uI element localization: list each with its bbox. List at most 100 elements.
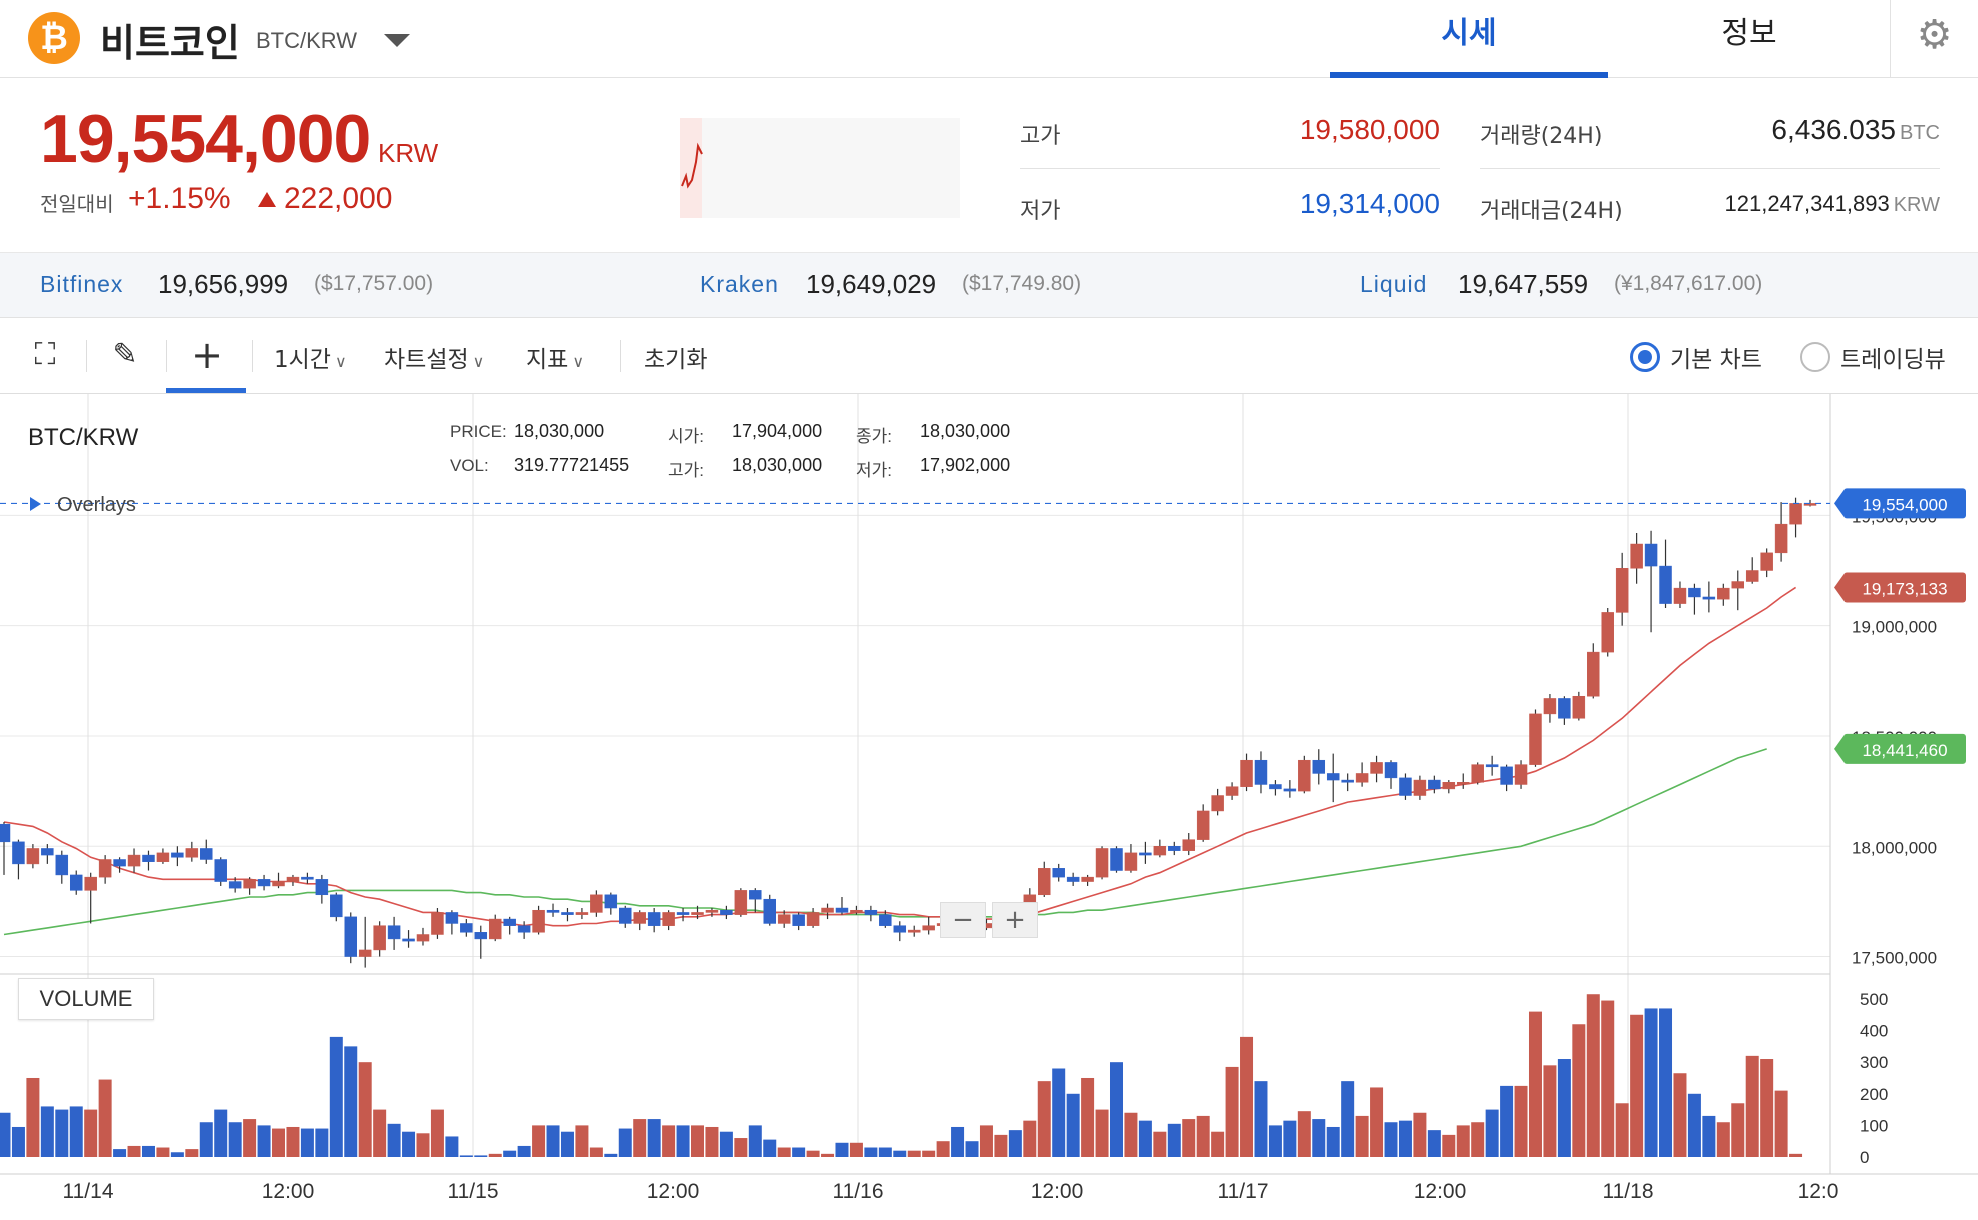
chevron-down-icon[interactable] <box>384 34 410 47</box>
volume-bar <box>1500 1085 1514 1157</box>
exchange-price: 19,647,559 <box>1458 269 1589 299</box>
interval-dropdown[interactable]: 1시간 ∨ <box>274 347 347 373</box>
volume-bar <box>185 1149 199 1157</box>
y-axis-tick-label: 19,000,000 <box>1852 618 1937 637</box>
volume-bar <box>315 1128 329 1157</box>
candle-body <box>84 876 97 891</box>
tradingview-label[interactable]: 트레이딩뷰 <box>1840 347 1946 373</box>
volume-bar <box>1731 1103 1745 1157</box>
volume-bar <box>589 1147 603 1157</box>
volume-bar <box>1659 1008 1673 1157</box>
x-axis-tick-label: 11/16 <box>833 1180 884 1203</box>
x-axis-tick-label: 12:00 <box>1414 1180 1467 1203</box>
volume-bar <box>849 1142 863 1157</box>
volume-bar <box>69 1106 83 1157</box>
basic-chart-label[interactable]: 기본 차트 <box>1670 347 1762 373</box>
reset-button[interactable]: 초기화 <box>644 347 708 373</box>
indicators-dropdown[interactable]: 지표 ∨ <box>526 347 585 373</box>
volume-bar <box>1370 1087 1384 1157</box>
candle-body <box>127 854 141 867</box>
volume-bar <box>1601 1000 1615 1157</box>
zoom-out-button[interactable]: − <box>940 902 986 938</box>
candle-body <box>1456 782 1470 785</box>
volume-bar <box>893 1150 907 1157</box>
volume-bar <box>1760 1059 1774 1157</box>
x-axis-tick-label: 11/15 <box>448 1180 499 1203</box>
candle-body <box>1760 552 1773 571</box>
candle-body <box>907 929 921 933</box>
gear-icon[interactable]: ⚙ <box>1890 0 1978 78</box>
candle-body <box>113 859 126 867</box>
candle-body <box>1038 868 1051 896</box>
volume-bar <box>329 1036 343 1157</box>
exchange-name[interactable]: Kraken <box>700 271 779 297</box>
candle-body <box>1052 868 1065 878</box>
volume-bar <box>1702 1115 1716 1157</box>
chart-pair-label: BTC/KRW <box>28 424 139 451</box>
candle-body <box>41 848 54 856</box>
top-header: ₿ 비트코인 BTC/KRW 시세 정보 ⚙ <box>0 0 1978 78</box>
volume-bar <box>821 1153 835 1157</box>
candle-body <box>1717 587 1730 600</box>
volume-bar <box>1254 1081 1268 1157</box>
chart-settings-dropdown[interactable]: 차트설정 ∨ <box>384 347 485 373</box>
volume-bar <box>214 1109 228 1157</box>
volume-bar <box>228 1122 242 1157</box>
exchange-bar: Bitfinex 19,656,999 ($17,757.00) Kraken … <box>0 252 1978 318</box>
volume-bar <box>286 1126 300 1157</box>
candle-body <box>1673 587 1687 604</box>
pencil-icon[interactable]: ✎ <box>112 337 138 372</box>
candle-body <box>55 854 69 876</box>
volume-bar <box>1081 1077 1095 1157</box>
crosshair-icon[interactable]: + <box>191 333 223 377</box>
price-chart[interactable]: 17,500,00018,000,00018,500,00019,000,000… <box>0 394 1978 1220</box>
volume-bar <box>1297 1111 1311 1157</box>
volume-bar <box>878 1147 892 1157</box>
candle-body <box>156 852 170 862</box>
change-percent: +1.15% <box>128 182 231 215</box>
candle-body <box>1153 846 1167 856</box>
candle-body <box>373 925 386 951</box>
candle-body <box>98 859 112 878</box>
candle-body <box>749 890 762 900</box>
volume-bar <box>26 1077 40 1157</box>
tab-price[interactable]: 시세 <box>1330 0 1608 78</box>
exchange-name[interactable]: Liquid <box>1360 271 1428 297</box>
candle-body <box>835 907 849 913</box>
candle-body <box>402 938 415 942</box>
high-value: 19,580,000 <box>1299 114 1440 145</box>
tradingview-radio[interactable] <box>1800 342 1830 372</box>
volume-bar <box>676 1125 690 1157</box>
fullscreen-icon[interactable]: ⛶ <box>34 337 56 372</box>
volume-bar <box>199 1122 213 1157</box>
volume-bar <box>1268 1125 1282 1157</box>
candle-body <box>1370 762 1383 774</box>
x-axis-tick-label: 11/14 <box>63 1180 114 1203</box>
overlays-toggle[interactable]: Overlays <box>30 494 136 517</box>
volume-bar <box>445 1136 459 1157</box>
volume-bar <box>40 1106 54 1157</box>
price-tag <box>1844 488 1966 519</box>
volume-bar <box>0 1112 11 1157</box>
current-price: 19,554,000 <box>40 101 371 177</box>
price-tag-pointer <box>1834 489 1844 518</box>
volume-bar <box>1312 1119 1326 1157</box>
basic-chart-radio[interactable] <box>1630 342 1660 372</box>
volume-bar <box>532 1125 546 1157</box>
volume-bar <box>1167 1123 1181 1157</box>
candle-body <box>1529 713 1542 765</box>
volume-bar <box>1630 1014 1644 1157</box>
candle-body <box>344 916 358 957</box>
candle-body <box>474 932 488 940</box>
exchange-name[interactable]: Bitfinex <box>40 271 124 297</box>
tab-info[interactable]: 정보 <box>1721 16 1777 51</box>
candle-body <box>676 912 690 915</box>
candle-body <box>1326 773 1340 781</box>
candle-body <box>1269 784 1282 790</box>
divider <box>86 340 87 372</box>
x-axis-tick-label: 11/17 <box>1218 1180 1269 1203</box>
exchange-foreign-price: (¥1,847,617.00) <box>1614 272 1763 295</box>
triangle-right-icon <box>30 497 41 511</box>
zoom-in-button[interactable]: + <box>992 902 1038 938</box>
volume-label: 거래량(24H) <box>1480 124 1603 149</box>
